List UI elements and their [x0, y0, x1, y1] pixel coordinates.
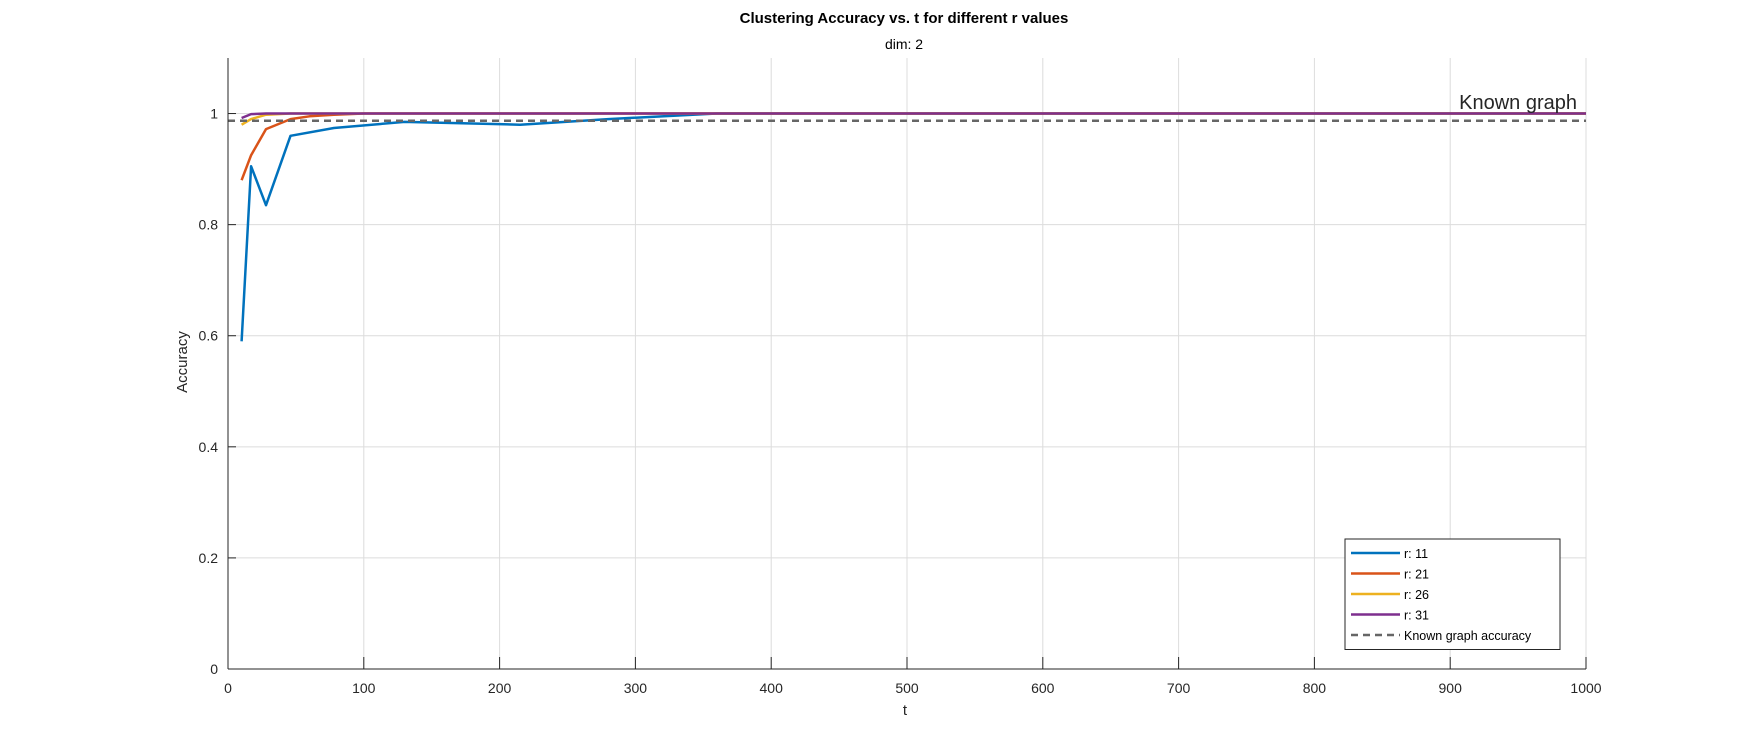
- x-tick-label: 900: [1439, 680, 1463, 696]
- legend-label: r: 11: [1404, 547, 1428, 561]
- x-tick-label: 600: [1031, 680, 1055, 696]
- known-graph-annotation: Known graph: [1459, 92, 1577, 114]
- series-line-0: [240, 112, 1586, 342]
- y-axis-label: Accuracy: [174, 331, 191, 393]
- x-tick-label: 1000: [1570, 680, 1601, 696]
- x-axis-label: t: [903, 702, 908, 719]
- legend-label: r: 31: [1404, 609, 1429, 623]
- ticks: 0 100 200 300 400 500 600 700 800 900 1000 0 0.2 0.4 0…: [199, 106, 1602, 696]
- legend-label: r: 26: [1404, 588, 1429, 602]
- y-tick-label: 1: [210, 106, 218, 122]
- legend-label: Known graph accuracy: [1404, 629, 1532, 643]
- chart-title: Clustering Accuracy vs. t for different …: [740, 10, 1069, 27]
- x-tick-label: 300: [624, 680, 648, 696]
- x-tick-label: 0: [224, 680, 232, 696]
- x-tick-label: 700: [1167, 680, 1191, 696]
- x-tick-label: 500: [895, 680, 919, 696]
- legend: r: 11 r: 21 r: 26 r: 31 Known graph accuracy: [1344, 538, 1561, 650]
- legend-label: r: 21: [1404, 568, 1429, 582]
- y-tick-label: 0.2: [199, 550, 219, 566]
- y-tick-label: 0.8: [199, 217, 219, 233]
- x-tick-label: 800: [1303, 680, 1327, 696]
- y-tick-label: 0.4: [199, 439, 219, 455]
- chart-subtitle: dim: 2: [885, 36, 923, 52]
- x-tick-label: 400: [760, 680, 784, 696]
- y-tick-label: 0: [210, 661, 218, 677]
- series-line-3: [241, 112, 1586, 120]
- x-tick-label: 200: [488, 680, 512, 696]
- grid: [228, 58, 1587, 669]
- plot-area: [228, 112, 1586, 342]
- x-tick-label: 100: [352, 680, 376, 696]
- y-tick-label: 0.6: [199, 328, 219, 344]
